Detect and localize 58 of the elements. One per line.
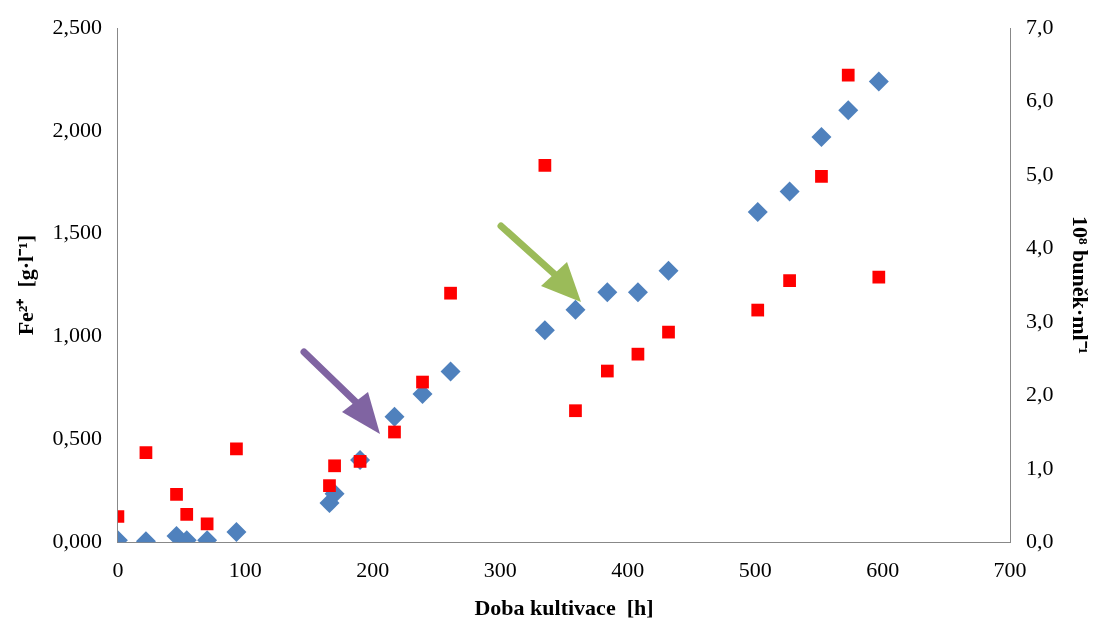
y2-tick-label: 1,0 bbox=[1026, 454, 1054, 480]
y-tick-label: 2,500 bbox=[52, 13, 102, 39]
point bbox=[226, 521, 247, 542]
y2-axis-title: 10⁸ buněk·ml⁻¹ bbox=[1068, 216, 1094, 355]
point bbox=[811, 127, 832, 148]
x-tick-label: 500 bbox=[738, 557, 772, 583]
point bbox=[538, 159, 552, 172]
point bbox=[841, 68, 855, 82]
point bbox=[631, 347, 645, 361]
point bbox=[388, 425, 401, 439]
point bbox=[783, 274, 796, 288]
y-tick-label: 1,500 bbox=[52, 219, 102, 245]
point bbox=[230, 442, 243, 456]
x-tick-label: 400 bbox=[611, 557, 645, 583]
y2-tick-label: 7,0 bbox=[1026, 13, 1054, 39]
point bbox=[600, 364, 614, 378]
point bbox=[200, 517, 214, 531]
point bbox=[838, 100, 859, 121]
point bbox=[565, 299, 586, 320]
point bbox=[440, 361, 461, 382]
y2-tick-label: 6,0 bbox=[1026, 87, 1054, 113]
y2-tick-label: 0,0 bbox=[1026, 527, 1054, 553]
point bbox=[872, 270, 886, 284]
point bbox=[323, 479, 336, 492]
y2-tick-label: 3,0 bbox=[1026, 307, 1054, 333]
y-tick-label: 0,500 bbox=[52, 425, 102, 451]
point bbox=[416, 375, 429, 389]
point bbox=[328, 459, 341, 473]
point bbox=[384, 406, 405, 427]
point bbox=[868, 71, 889, 92]
x-tick-label: 200 bbox=[356, 557, 390, 583]
point bbox=[779, 181, 800, 202]
x-tick-label: 0 bbox=[112, 557, 124, 583]
point bbox=[627, 282, 648, 303]
y2-tick-label: 5,0 bbox=[1026, 160, 1054, 186]
point bbox=[597, 282, 618, 303]
point bbox=[139, 446, 153, 459]
x-tick-label: 300 bbox=[483, 557, 517, 583]
y-axis-title: Fe²⁺ [g·l⁻¹] bbox=[12, 234, 38, 336]
x-axis-title: Doba kultivace [h] bbox=[474, 595, 654, 621]
point bbox=[662, 325, 675, 339]
point bbox=[180, 507, 194, 521]
point bbox=[658, 260, 679, 281]
x-tick-label: 600 bbox=[866, 557, 900, 583]
point bbox=[569, 404, 582, 418]
x-tick-label: 700 bbox=[993, 557, 1027, 583]
point bbox=[747, 202, 768, 223]
y-tick-label: 2,000 bbox=[52, 116, 102, 142]
y-tick-label: 0,000 bbox=[52, 527, 102, 553]
y2-tick-label: 2,0 bbox=[1026, 381, 1054, 407]
point bbox=[444, 286, 457, 300]
point bbox=[815, 170, 828, 183]
y-tick-label: 1,000 bbox=[52, 322, 102, 348]
y2-tick-label: 4,0 bbox=[1026, 234, 1054, 260]
point bbox=[751, 303, 765, 317]
x-tick-label: 100 bbox=[228, 557, 262, 583]
point bbox=[170, 488, 183, 501]
point bbox=[534, 320, 555, 341]
